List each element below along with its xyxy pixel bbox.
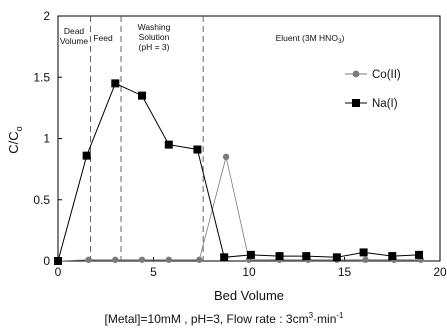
data-point-na [388,252,397,261]
data-point-co [112,256,119,263]
legend-marker-co [352,70,360,78]
data-point-na [193,145,202,154]
legend-marker-na [352,99,360,107]
data-point-na [246,250,255,259]
caption-prefix: [Metal]=10mM , pH=3, Flow rate : 3cm [105,312,309,326]
data-point-co [222,153,230,161]
y-tick-label: 1.5 [33,70,50,84]
region-label-line: (pH = 3) [139,42,170,52]
y-axis-title-main: C/C [6,131,21,153]
series-line-co [57,156,421,262]
data-point-na [220,253,229,262]
data-point-na [138,91,147,100]
region-label-line: Feed [93,33,113,43]
x-tick-label: 15 [338,265,352,279]
data-point-co [196,256,203,263]
data-point-na [82,151,91,160]
y-axis-title-subscript: o [14,126,24,131]
legend-label: Na(I) [372,98,398,110]
data-point-na [54,257,62,265]
region-dividers [90,16,204,261]
legend: Co(II) Na(I) [345,69,401,110]
x-tick-label: 0 [55,265,62,279]
data-point-na [332,253,341,262]
x-axis-ticks: 0 5 10 15 20 [55,257,447,279]
data-point-co [165,256,172,263]
x-tick-label: 10 [242,265,256,279]
region-label-line: Dead [64,26,85,36]
data-point-na [302,252,311,261]
data-point-na [359,248,368,257]
data-point-na [414,250,423,259]
plot-frame [57,15,441,262]
series-group [54,79,425,265]
data-point-co [85,256,92,263]
region-label-eluent: Eluent (3M HNO3) [276,33,345,45]
y-axis-title: C/Co [6,126,24,153]
caption-sup-1: 3 [309,311,314,320]
y-tick-label: 1 [43,132,50,146]
y-tick-label: 2 [43,9,50,23]
series-line-na [57,82,420,262]
caption-mid: ·min [313,312,336,326]
region-label-line: Volume [60,36,89,46]
y-tick-label: 0.5 [33,193,50,207]
data-point-na [275,252,284,261]
eluent-close: ) [342,33,345,43]
data-point-co [138,256,146,263]
caption-sup-2: -1 [336,311,344,320]
region-label-line: Solution [139,32,170,42]
data-point-na [164,140,173,149]
data-point-co [362,256,369,263]
caption: [Metal]=10mM , pH=3, Flow rate : 3cm3·mi… [105,311,345,326]
x-tick-label: 5 [150,265,157,279]
eluent-text: Eluent (3M HNO [276,33,339,43]
y-tick-label: 0 [43,254,50,268]
data-point-na [111,79,120,88]
x-axis-title: Bed Volume [214,288,284,303]
legend-label: Co(II) [372,69,401,81]
x-tick-label: 20 [433,265,447,279]
region-label-line: Washing [138,22,171,32]
eluent-subscript: 3 [338,38,342,45]
